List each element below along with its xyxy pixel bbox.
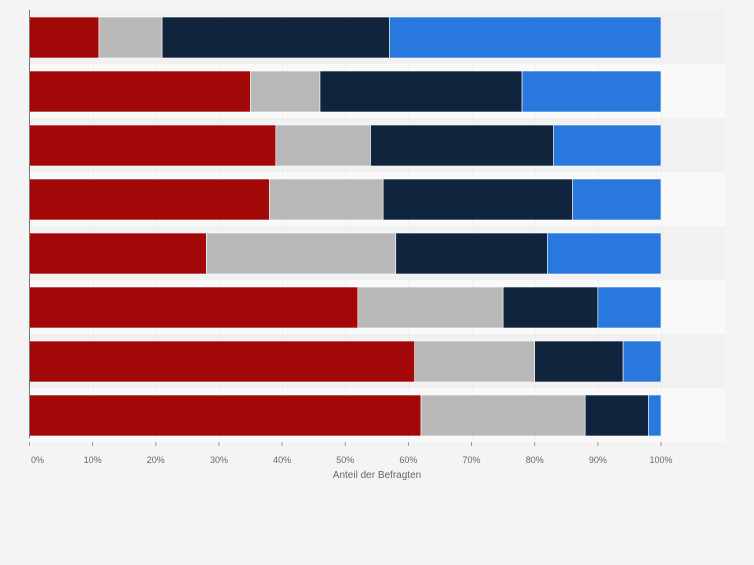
- x-tick-label: 60%: [399, 455, 417, 465]
- bar-segment: [420, 394, 586, 437]
- x-tick-label: 100%: [649, 455, 672, 465]
- bar-segment: [572, 178, 662, 221]
- bar-segment: [389, 16, 662, 59]
- bar-segment: [395, 232, 548, 275]
- x-tick-label: 20%: [147, 455, 165, 465]
- bar-segment: [534, 340, 624, 383]
- bar-segment: [161, 16, 390, 59]
- bar-segment: [502, 286, 599, 329]
- bar-segment: [206, 232, 397, 275]
- bar-segment: [250, 70, 321, 113]
- bar-segment: [29, 340, 416, 383]
- x-tick-label: 0%: [31, 455, 44, 465]
- bar-segment: [370, 124, 554, 167]
- bar-segment: [29, 286, 359, 329]
- bar-segment: [597, 286, 662, 329]
- x-tick-label: 40%: [273, 455, 291, 465]
- x-axis-ticks: 0% 10% 20% 30% 40% 50% 60% 70% 80% 90% 100%: [29, 442, 673, 465]
- x-tick-label: 10%: [84, 455, 102, 465]
- bar-segment: [29, 178, 270, 221]
- bar-segment: [584, 394, 649, 437]
- bar-segment: [547, 232, 662, 275]
- bar-segment: [29, 16, 100, 59]
- x-axis-label: Anteil der Befragten: [333, 470, 421, 481]
- x-tick-label: 50%: [336, 455, 354, 465]
- bar-segment: [275, 124, 371, 167]
- bar-segment: [553, 124, 662, 167]
- bar-segment: [29, 70, 251, 113]
- x-tick-label: 90%: [589, 455, 607, 465]
- bar-segment: [98, 16, 163, 59]
- bar-segment: [414, 340, 535, 383]
- bar-segment: [648, 394, 662, 437]
- bar-segment: [29, 124, 277, 167]
- x-tick-label: 80%: [526, 455, 544, 465]
- bar-segment: [319, 70, 523, 113]
- bars: [29, 16, 662, 437]
- bar-segment: [29, 394, 422, 437]
- bar-segment: [622, 340, 662, 383]
- x-tick-label: 70%: [463, 455, 481, 465]
- bar-segment: [382, 178, 573, 221]
- bar-segment: [521, 70, 662, 113]
- bar-segment: [29, 232, 207, 275]
- bar-segment: [357, 286, 504, 329]
- bar-segment: [269, 178, 384, 221]
- x-tick-label: 30%: [210, 455, 228, 465]
